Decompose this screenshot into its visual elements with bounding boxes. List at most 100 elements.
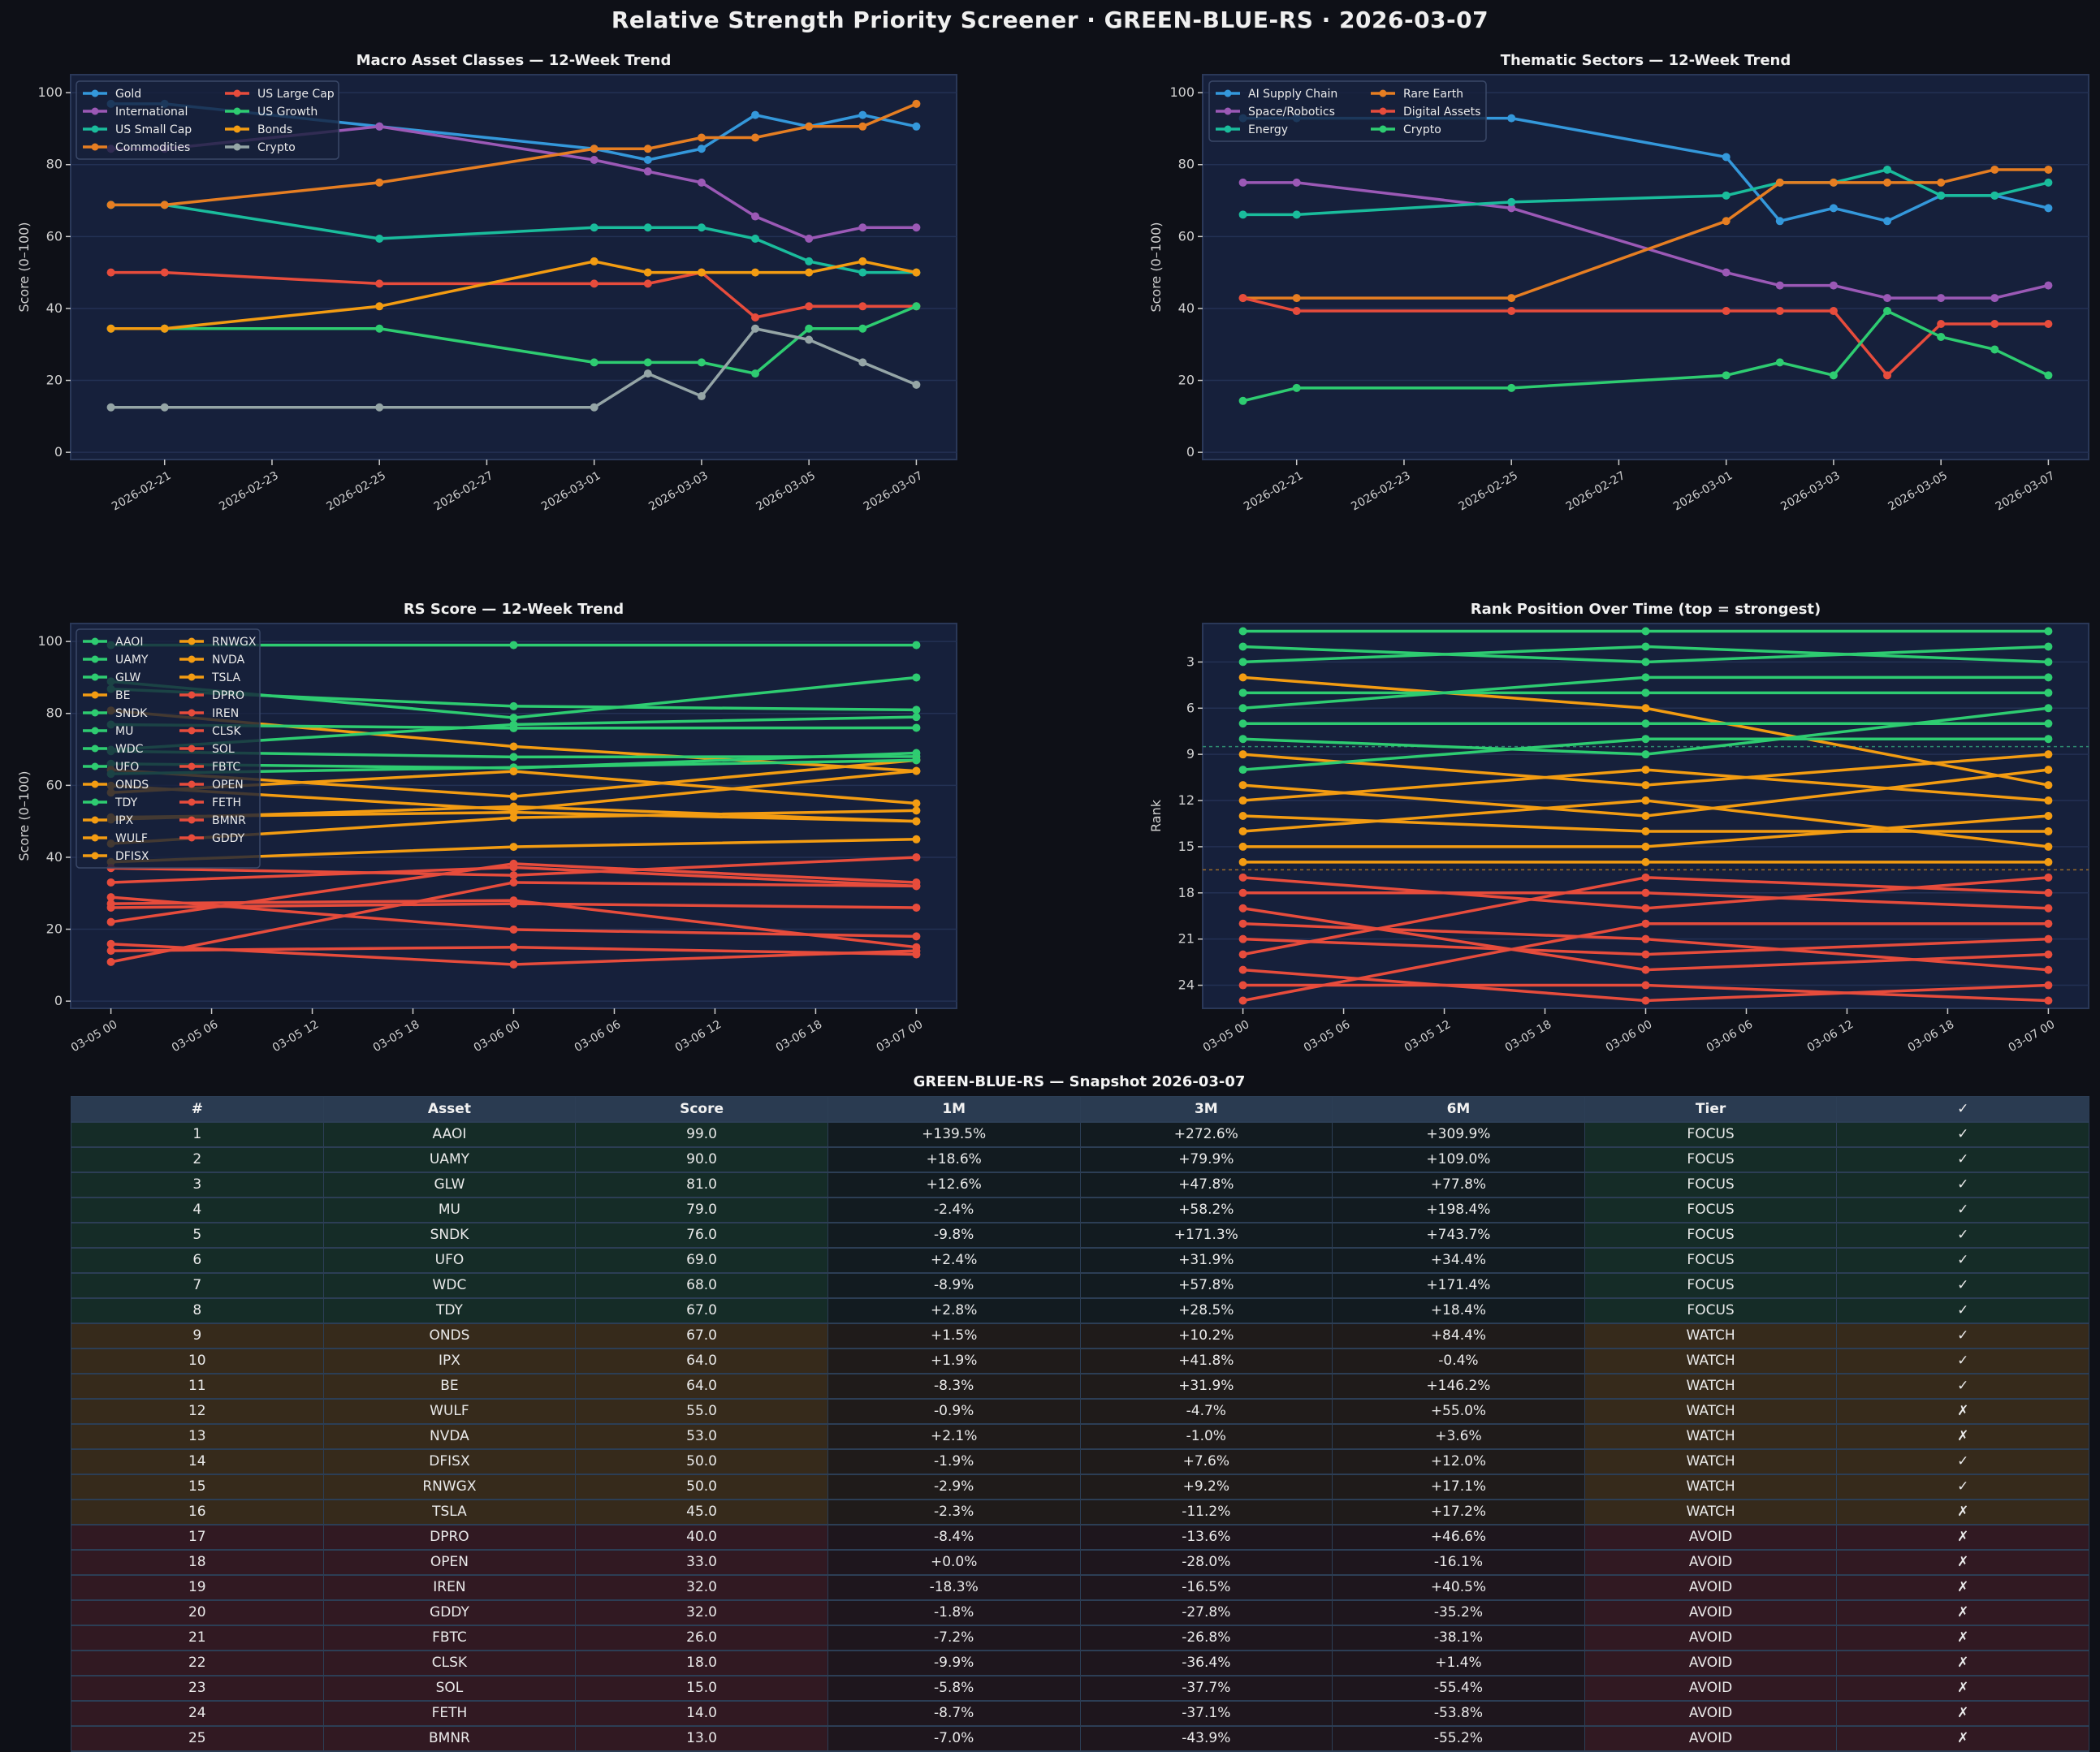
cell-check: ✗: [1836, 1650, 2089, 1676]
cell-return-6m: -35.2%: [1332, 1599, 1585, 1626]
cell-check: ✓: [1836, 1323, 2089, 1349]
data-point: [912, 817, 921, 826]
legend-item: AAOI: [83, 636, 143, 649]
data-point: [805, 122, 814, 131]
cell-tier: WATCH: [1584, 1398, 1838, 1425]
series-line: [110, 856, 917, 877]
legend-item: GDDY: [179, 832, 245, 845]
legend-box: [1208, 80, 1487, 142]
data-point: [2044, 642, 2053, 651]
y-tick-label: 20: [1178, 373, 1195, 388]
data-point: [1238, 766, 1247, 775]
cell-return-1m: +0.0%: [827, 1549, 1081, 1576]
series-24: [1238, 919, 2053, 1005]
cell-tier: FOCUS: [1584, 1121, 1838, 1148]
series-13: [1238, 796, 2053, 851]
data-point: [1238, 178, 1247, 187]
data-point: [912, 799, 921, 808]
data-point: [1775, 178, 1784, 187]
data-point: [805, 268, 814, 277]
cell-return-3m: -27.8%: [1079, 1599, 1333, 1626]
data-point: [1722, 217, 1731, 226]
series-15: [1238, 857, 2053, 866]
legend-item: WULF: [83, 832, 148, 845]
y-tick-label: 18: [1178, 885, 1195, 900]
y-tick-label: 0: [1186, 444, 1195, 460]
cell-score: 53.0: [575, 1423, 828, 1450]
legend-label: TDY: [115, 796, 138, 809]
cell-check: ✓: [1836, 1448, 2089, 1475]
cell-return-1m: -9.9%: [827, 1650, 1081, 1676]
column-header: ✓: [1836, 1096, 2089, 1123]
series-energy: [1238, 165, 2053, 219]
legend-item: Rare Earth: [1371, 88, 1463, 101]
legend-marker: [1224, 125, 1232, 133]
series-line: [1242, 921, 2049, 1003]
cell-return-1m: -8.7%: [827, 1700, 1081, 1727]
data-point: [1238, 857, 1247, 866]
data-point: [697, 178, 706, 187]
series-iren: [106, 863, 921, 891]
data-point: [643, 279, 652, 288]
legend-item: TDY: [83, 796, 138, 809]
series-line: [110, 709, 917, 773]
cell-check: ✓: [1836, 1474, 2089, 1500]
legend-item: FETH: [179, 796, 241, 809]
legend-marker: [91, 780, 99, 788]
data-point: [1829, 178, 1838, 187]
data-point: [912, 947, 921, 956]
cell-return-6m: +3.6%: [1332, 1423, 1585, 1450]
data-point: [106, 864, 115, 873]
cell-tier: WATCH: [1584, 1474, 1838, 1500]
data-point: [106, 957, 115, 966]
data-point: [1238, 842, 1247, 851]
series-glw: [106, 684, 921, 714]
cell-return-6m: -0.4%: [1332, 1348, 1585, 1374]
cell-return-6m: +17.2%: [1332, 1499, 1585, 1525]
legend-item: US Large Cap: [225, 88, 335, 101]
y-axis-label: Score (0–100): [16, 222, 32, 312]
cell-return-6m: +55.0%: [1332, 1398, 1585, 1425]
table-row: 5 SNDK 76.0 -9.8% +171.3% +743.7% FOCUS ✓: [71, 1222, 2089, 1249]
data-point: [106, 939, 115, 948]
cell-rank: 12: [71, 1398, 324, 1425]
cell-check: ✓: [1836, 1222, 2089, 1249]
cell-score: 99.0: [575, 1121, 828, 1148]
cell-check: ✗: [1836, 1599, 2089, 1626]
data-point: [106, 781, 115, 790]
column-header: 3M: [1079, 1096, 1333, 1123]
legend-item: International: [83, 106, 188, 119]
cell-return-3m: +171.3%: [1079, 1222, 1333, 1249]
data-point: [590, 145, 598, 153]
cell-tier: WATCH: [1584, 1348, 1838, 1374]
x-tick-label: 2026-03-03: [646, 469, 710, 514]
data-point: [912, 99, 921, 108]
series-line: [110, 125, 917, 240]
legend-marker: [188, 673, 196, 681]
data-point: [590, 358, 598, 367]
series-digital-assets: [1238, 294, 2053, 380]
legend: Gold International US Small Cap Commodities…: [76, 80, 339, 160]
data-point: [160, 268, 169, 277]
data-point: [160, 201, 169, 209]
legend-item: Commodities: [83, 141, 190, 154]
legend-label: Bonds: [257, 123, 292, 136]
cell-tier: WATCH: [1584, 1373, 1838, 1400]
series-nvda: [106, 806, 921, 848]
data-point: [509, 792, 518, 801]
cell-return-1m: -8.9%: [827, 1272, 1081, 1299]
cell-score: 40.0: [575, 1524, 828, 1551]
data-point: [509, 843, 518, 852]
data-point: [1641, 826, 1650, 835]
cell-asset: SOL: [322, 1675, 577, 1702]
data-point: [643, 145, 652, 153]
series-line: [1242, 753, 2049, 787]
data-point: [751, 235, 760, 244]
cell-return-3m: -13.6%: [1079, 1524, 1333, 1551]
series-crypto: [1238, 307, 2053, 405]
series-line: [1242, 876, 2049, 910]
data-point: [1238, 888, 1247, 897]
y-tick-label: 100: [1169, 84, 1195, 100]
y-tick-label: 40: [1178, 300, 1195, 316]
legend-label: Crypto: [257, 141, 296, 154]
